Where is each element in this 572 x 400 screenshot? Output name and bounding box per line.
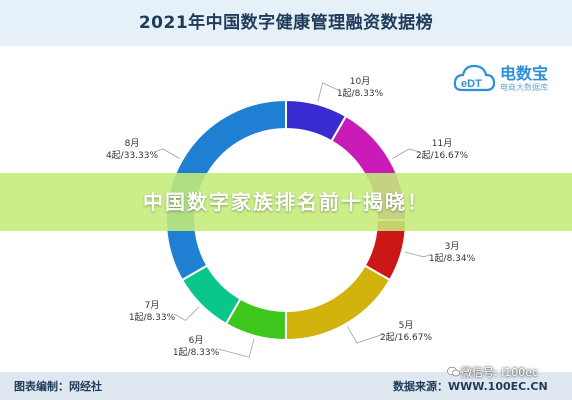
leader-line (153, 148, 180, 159)
slice-month-label: 5月 (399, 320, 414, 331)
logo-text: 电数宝 (500, 64, 549, 83)
footer-bar (0, 372, 572, 400)
edt-logo-icon: eDT (453, 64, 496, 92)
footer-credit: 图表编制：网经社 (14, 380, 102, 393)
slice-month-label: 3月 (445, 241, 460, 252)
leader-line (217, 338, 255, 358)
logo-subtitle: 电商大数据库 (500, 83, 548, 92)
slice-value-label: 1起/8.33% (129, 312, 176, 323)
overlay-banner (0, 173, 572, 231)
slice-value-label: 2起/16.67% (380, 332, 433, 343)
slice-value-label: 4起/33.33% (106, 150, 159, 161)
overlay-headline: 中国数字家族排名前十揭晓！ (143, 190, 429, 214)
slice-month-label: 6月 (189, 335, 204, 346)
leader-line (392, 148, 421, 159)
leader-line (404, 251, 431, 258)
donut-slice (284, 264, 392, 342)
slice-value-label: 1起/8.34% (429, 253, 476, 264)
slice-value-label: 2起/16.67% (416, 150, 469, 161)
slice-month-label: 11月 (432, 138, 452, 149)
leader-line (173, 306, 200, 321)
leader-line (317, 82, 339, 102)
slice-value-label: 1起/8.33% (337, 88, 384, 99)
leader-line (347, 326, 385, 344)
chart-title: 2021年中国数字健康管理融资数据榜 (138, 13, 434, 33)
footer-source: 数据来源：WWW.100EC.CN (393, 380, 548, 393)
slice-month-label: 7月 (145, 300, 160, 311)
slice-month-label: 8月 (125, 138, 140, 149)
wechat-watermark: 微信号: i100ec (461, 366, 539, 379)
slice-value-label: 1起/8.33% (173, 347, 220, 358)
wechat-icon (447, 366, 460, 377)
title-bar (0, 0, 572, 46)
slice-month-label: 10月 (350, 76, 370, 87)
logo-mark: eDT (461, 78, 482, 90)
